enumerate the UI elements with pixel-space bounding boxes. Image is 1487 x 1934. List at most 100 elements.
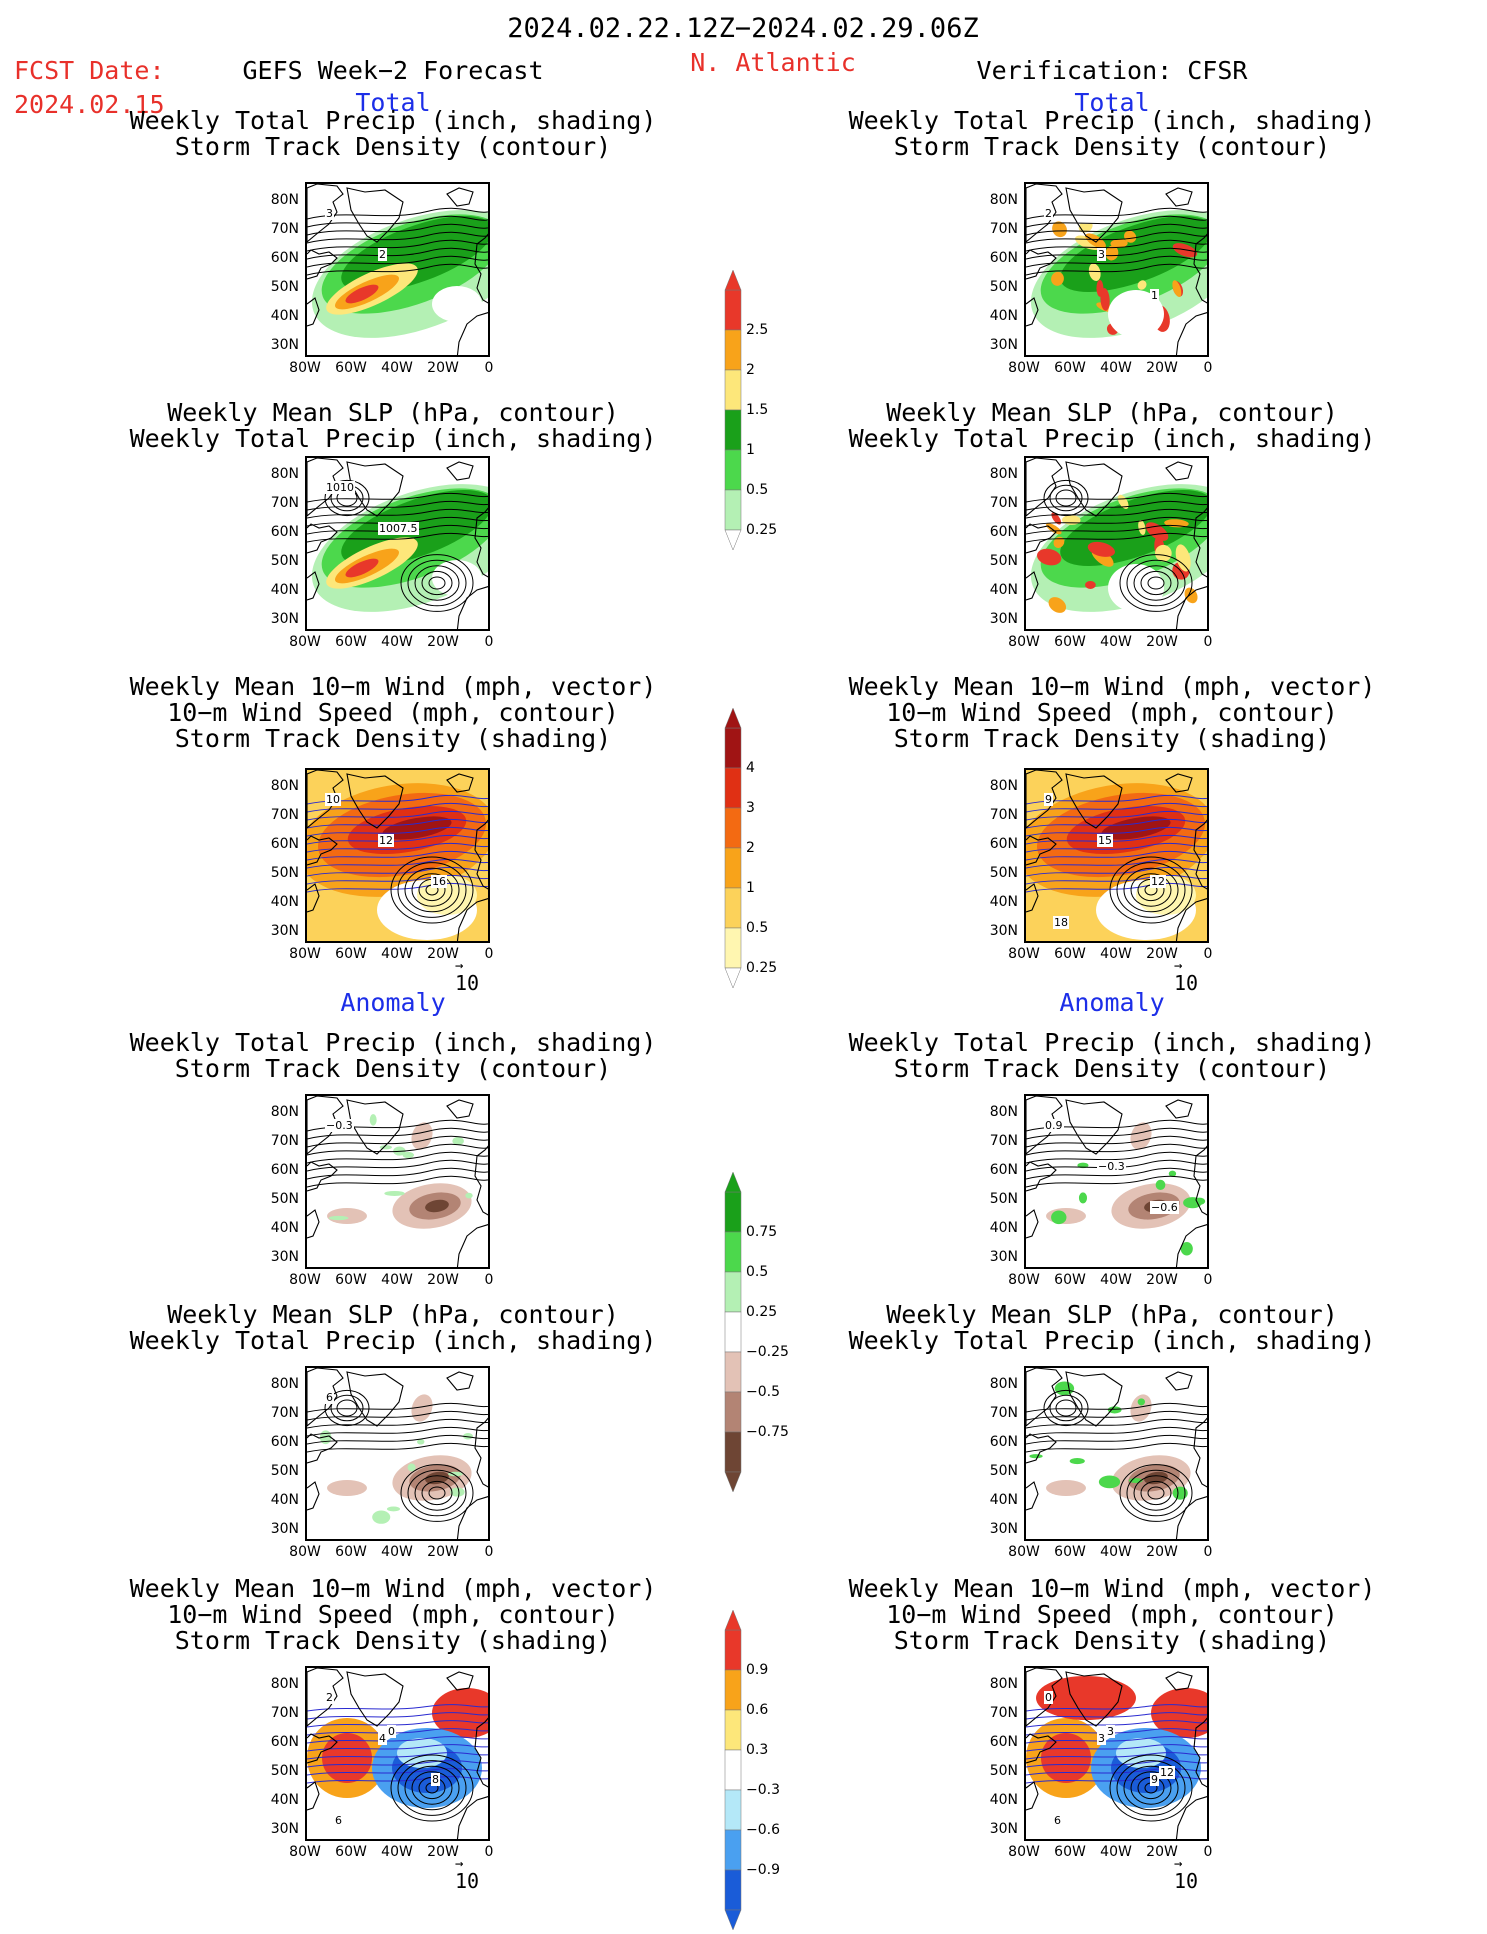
lat-tick-label: 80N xyxy=(270,192,299,208)
colorbar-segment xyxy=(724,1391,742,1433)
lon-tick-label: 80W xyxy=(289,1844,321,1860)
lat-tick-label: 40N xyxy=(989,582,1018,598)
lat-tick-label: 60N xyxy=(989,1734,1018,1750)
contour-label: −0.6 xyxy=(1150,1201,1179,1214)
panel-title-line: Weekly Mean 10−m Wind (mph, vector) xyxy=(129,672,657,701)
lat-tick-label: 70N xyxy=(270,807,299,823)
lat-tick-label: 70N xyxy=(270,1405,299,1421)
lat-tick-label: 70N xyxy=(270,495,299,511)
vector-reference: → 10 xyxy=(1174,1857,1198,1893)
lat-tick-label: 70N xyxy=(270,1133,299,1149)
colorbar xyxy=(724,707,742,992)
lon-tick-label: 20W xyxy=(1146,1544,1178,1560)
map-panel xyxy=(1024,1366,1209,1541)
lat-tick-label: 50N xyxy=(270,1191,299,1207)
colorbar-segment xyxy=(724,1191,742,1233)
colorbar-tick-label: 2 xyxy=(746,362,755,378)
vector-ref-label: 10 xyxy=(455,1869,480,1893)
lon-tick-label: 20W xyxy=(427,946,459,962)
panel-title-line: 10−m Wind Speed (mph, contour) xyxy=(167,698,619,727)
contour-label: 0 xyxy=(1044,1691,1053,1704)
lat-tick-label: 50N xyxy=(989,1463,1018,1479)
colorbar-tick-label: 2.5 xyxy=(746,322,769,338)
lat-tick-label: 40N xyxy=(270,1220,299,1236)
lon-tick-label: 0 xyxy=(484,634,494,650)
colorbar-segment xyxy=(724,1351,742,1393)
lat-tick-label: 40N xyxy=(270,1492,299,1508)
lon-tick-label: 80W xyxy=(1008,1544,1040,1560)
panel-title-line: 10−m Wind Speed (mph, contour) xyxy=(167,1600,619,1629)
lon-tick-label: 80W xyxy=(1008,1844,1040,1860)
lon-tick-label: 0 xyxy=(484,1544,494,1560)
colorbar-segment xyxy=(724,1749,742,1791)
vector-ref-label: 10 xyxy=(1174,971,1199,995)
colorbar-segment xyxy=(724,489,742,531)
lat-tick-label: 50N xyxy=(270,553,299,569)
panel-title-line: Weekly Mean 10−m Wind (mph, vector) xyxy=(848,672,1376,701)
contour-label: 18 xyxy=(1053,916,1069,929)
lon-tick-label: 80W xyxy=(1008,360,1040,376)
contour-label: 15 xyxy=(1097,834,1113,847)
lon-tick-label: 80W xyxy=(289,360,321,376)
lat-tick-label: 50N xyxy=(989,1763,1018,1779)
lon-tick-label: 80W xyxy=(1008,634,1040,650)
lat-tick-label: 70N xyxy=(989,1405,1018,1421)
lat-tick-label: 40N xyxy=(989,1492,1018,1508)
lon-tick-label: 40W xyxy=(1100,1844,1132,1860)
lat-tick-label: 80N xyxy=(989,1376,1018,1392)
lon-tick-label: 60W xyxy=(1054,1844,1086,1860)
lat-tick-label: 60N xyxy=(270,836,299,852)
lat-tick-label: 40N xyxy=(989,308,1018,324)
lon-tick-label: 20W xyxy=(1146,1844,1178,1860)
lon-tick-label: 80W xyxy=(289,1272,321,1288)
lon-tick-label: 0 xyxy=(1203,1544,1213,1560)
colorbar-tick-label: 0.9 xyxy=(746,1662,769,1678)
contour-label: 1 xyxy=(1150,289,1159,302)
vector-ref-label: 10 xyxy=(455,971,480,995)
lon-tick-label: 0 xyxy=(1203,1272,1213,1288)
lat-tick-label: 30N xyxy=(270,337,299,353)
lon-tick-label: 60W xyxy=(335,634,367,650)
contour-label: 2 xyxy=(325,1691,334,1704)
colorbar-tick-label: −0.6 xyxy=(746,1822,780,1838)
lon-tick-label: 40W xyxy=(1100,634,1132,650)
lat-tick-label: 30N xyxy=(270,611,299,627)
lat-tick-label: 60N xyxy=(270,1434,299,1450)
lat-tick-label: 30N xyxy=(989,1821,1018,1837)
section-total-right: Total xyxy=(1074,88,1150,117)
lat-tick-label: 40N xyxy=(989,1792,1018,1808)
lon-tick-label: 40W xyxy=(1100,946,1132,962)
lat-tick-label: 30N xyxy=(270,1521,299,1537)
lon-tick-label: 40W xyxy=(381,1272,413,1288)
contour-label: 1007.5 xyxy=(378,522,419,535)
panel-title-line: Weekly Total Precip (inch, shading) xyxy=(848,1028,1376,1057)
colorbar-tick-label: 1 xyxy=(746,880,755,896)
colorbar-tick-label: 0.75 xyxy=(746,1224,778,1240)
panel-title-line: Weekly Total Precip (inch, shading) xyxy=(848,1326,1376,1355)
panel-title-line: 10−m Wind Speed (mph, contour) xyxy=(886,698,1338,727)
lat-tick-label: 70N xyxy=(270,221,299,237)
lat-tick-label: 50N xyxy=(270,865,299,881)
colorbar-tick-label: 0.25 xyxy=(746,1304,778,1320)
contour-label: 16 xyxy=(431,875,447,888)
contour-label: 12 xyxy=(1159,1766,1175,1779)
map-panel xyxy=(305,456,490,631)
lon-tick-label: 40W xyxy=(381,1844,413,1860)
section-anomaly-left: Anomaly xyxy=(340,988,446,1017)
lon-tick-label: 0 xyxy=(484,1844,494,1860)
contour-label: 3 xyxy=(1106,1725,1115,1738)
panel-title-line: Storm Track Density (contour) xyxy=(893,132,1331,161)
lat-tick-label: 60N xyxy=(270,1162,299,1178)
colorbar-tick-label: 0.6 xyxy=(746,1702,769,1718)
colorbar-segment xyxy=(724,1431,742,1473)
colorbar-segment xyxy=(724,1789,742,1831)
map-panel xyxy=(305,182,490,357)
colorbar-segment xyxy=(724,1311,742,1353)
map-panel xyxy=(1024,768,1209,943)
panel-title-line: Storm Track Density (contour) xyxy=(174,1054,612,1083)
region-title: N. Atlantic xyxy=(690,48,856,77)
lon-tick-label: 80W xyxy=(1008,946,1040,962)
contour-label: 10 xyxy=(325,793,341,806)
lon-tick-label: 80W xyxy=(289,634,321,650)
colorbar-segment xyxy=(724,1231,742,1273)
